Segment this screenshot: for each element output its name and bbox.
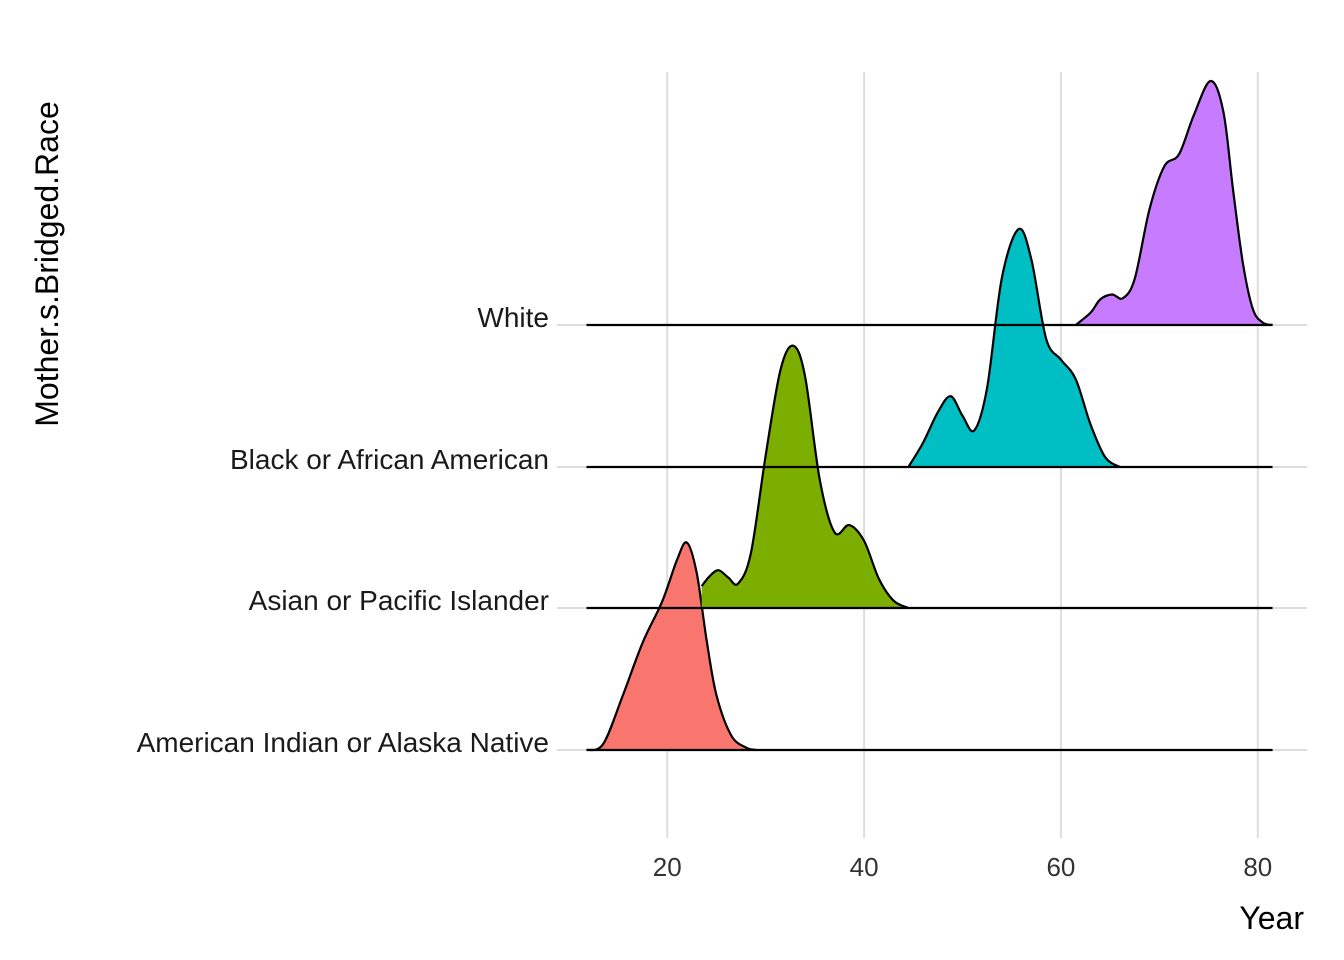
x-tick-label-80: 80 (1243, 852, 1272, 882)
ridge-fill-black-or-african-american (908, 228, 1120, 467)
ridge-american-indian-or-alaska-native (586, 541, 1273, 752)
x-tick-label-40: 40 (850, 852, 879, 882)
y-label-asian-or-pacific-islander: Asian or Pacific Islander (249, 585, 549, 616)
ridge-outline-black-or-african-american (907, 227, 1121, 468)
ridge-fill-asian-or-pacific-islander (701, 345, 909, 608)
x-tick-label-60: 60 (1046, 852, 1075, 882)
y-axis-title: Mother.s.Bridged.Race (29, 101, 65, 427)
ridge-outline-american-indian-or-alaska-native (586, 541, 757, 752)
ridge-fill-white (1075, 80, 1273, 325)
y-label-american-indian-or-alaska-native: American Indian or Alaska Native (137, 727, 549, 758)
ridge-fill-american-indian-or-alaska-native (586, 542, 756, 751)
ridge-black-or-african-american (586, 227, 1273, 469)
ridge-outline-asian-or-pacific-islander (700, 344, 909, 610)
x-tick-label-20: 20 (653, 852, 682, 882)
ridge-outline-white (1075, 79, 1273, 327)
x-axis-title: Year (1239, 900, 1304, 936)
y-label-black-or-african-american: Black or African American (230, 444, 549, 475)
y-label-white: White (477, 302, 549, 333)
ridge-asian-or-pacific-islander (586, 344, 1273, 610)
y-axis-labels: American Indian or Alaska Native Asian or… (137, 302, 549, 758)
ridge-white (586, 79, 1273, 327)
density-ridges (586, 79, 1273, 752)
x-axis-ticks: 20 40 60 80 (653, 852, 1272, 882)
